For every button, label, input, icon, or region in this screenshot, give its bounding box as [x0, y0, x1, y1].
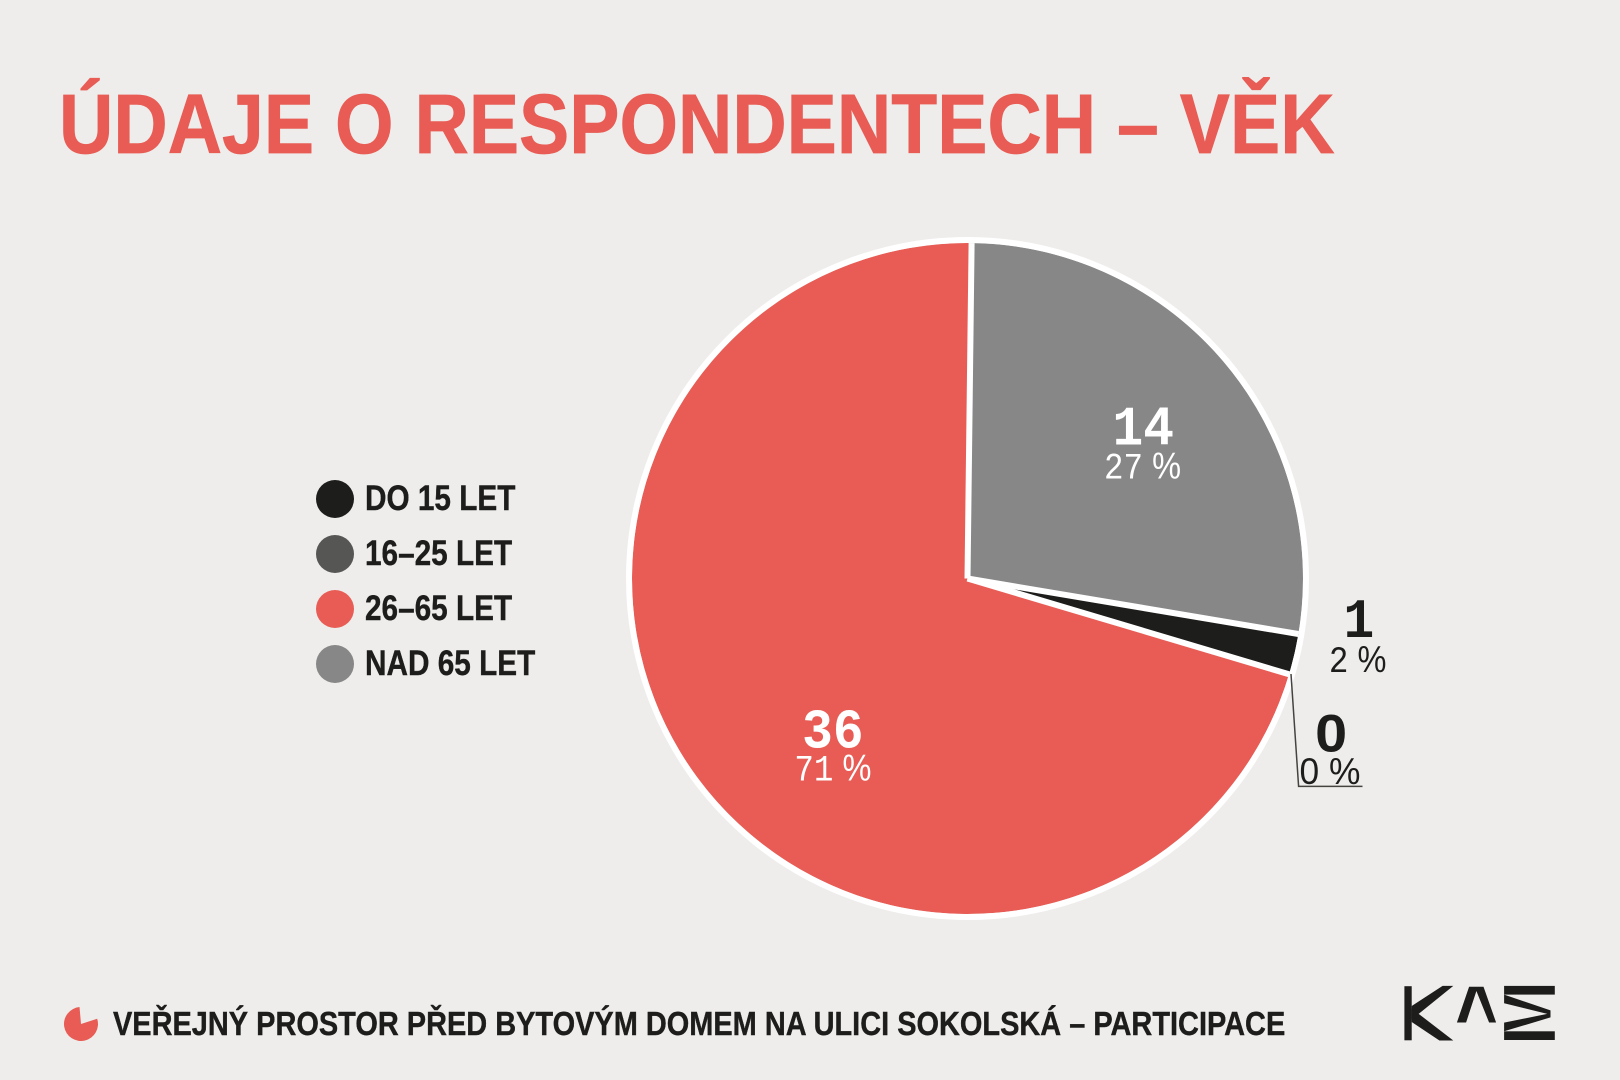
svg-text:1: 1 — [1344, 591, 1375, 655]
svg-text:2 %: 2 % — [1329, 639, 1387, 684]
svg-text:14: 14 — [1113, 398, 1174, 462]
svg-text:0: 0 — [1315, 704, 1347, 763]
svg-text:36: 36 — [802, 701, 863, 765]
svg-text:0 %: 0 % — [1300, 750, 1361, 792]
svg-text:27 %: 27 % — [1104, 446, 1181, 491]
svg-text:71 %: 71 % — [794, 748, 871, 793]
